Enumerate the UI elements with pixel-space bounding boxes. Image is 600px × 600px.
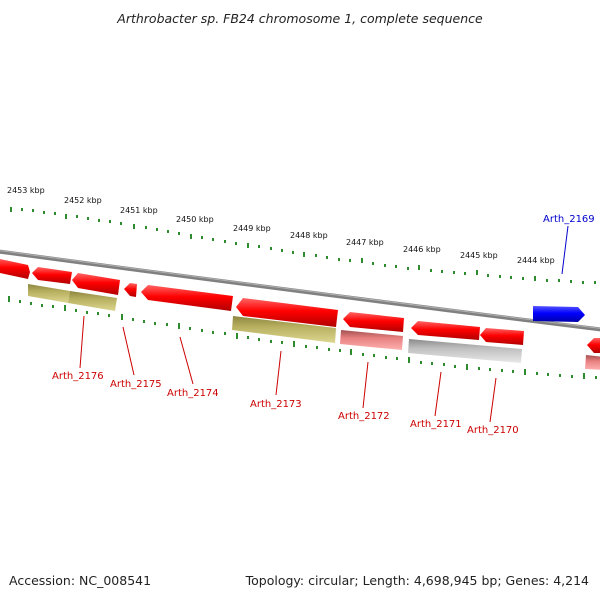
gene-arth-2169[interactable] (533, 306, 585, 322)
scale-label: 2447 kbp (346, 238, 384, 247)
chromosome-backbone (0, 249, 600, 332)
scale-label: 2450 kbp (176, 215, 214, 224)
feature-olive-2176[interactable] (28, 284, 70, 303)
scale-label: 2453 kbp (7, 186, 45, 195)
top-scale-ticks (10, 207, 596, 284)
scale-label: 2451 kbp (120, 206, 158, 215)
gene-labels: Arth_2169 Arth_2176 Arth_2175 Arth_2174 … (52, 214, 595, 436)
gene-label-arth-2170[interactable]: Arth_2170 (467, 425, 519, 436)
gene-arth-2173[interactable] (236, 298, 338, 327)
gene-label-arth-2171[interactable]: Arth_2171 (410, 419, 462, 430)
gene-arth-2170[interactable] (480, 328, 524, 345)
topology-text: Topology: circular; Length: 4,698,945 bp… (245, 573, 589, 588)
scale-label: 2444 kbp (517, 256, 555, 265)
gene-label-arth-2169[interactable]: Arth_2169 (543, 214, 595, 225)
scale-label: 2449 kbp (233, 224, 271, 233)
gene-arth-2176[interactable] (72, 273, 120, 295)
scale-label: 2448 kbp (290, 231, 328, 240)
gene-label-arth-2174[interactable]: Arth_2174 (167, 388, 219, 399)
gene-left-edge[interactable] (0, 258, 30, 279)
feature-grey-2171[interactable] (408, 339, 522, 363)
inner-ring-features (28, 284, 600, 370)
feature-olive-2173[interactable] (232, 316, 336, 343)
feature-pink-2172[interactable] (340, 330, 403, 350)
scale-labels: 2453 kbp 2452 kbp 2451 kbp 2450 kbp 2449… (7, 186, 555, 265)
feature-olive-2176b[interactable] (68, 291, 117, 311)
scale-label: 2452 kbp (64, 196, 102, 205)
gene-arth-2171[interactable] (411, 321, 480, 340)
accession-text: Accession: NC_008541 (9, 573, 151, 588)
gene-arth-2174[interactable] (141, 285, 233, 311)
scale-label: 2445 kbp (460, 251, 498, 260)
leader-lines (79, 225, 569, 423)
gene-label-arth-2175[interactable]: Arth_2175 (110, 379, 162, 390)
gene-arth-2172[interactable] (343, 312, 404, 332)
gene-arth-2177[interactable] (32, 267, 72, 284)
bottom-scale-ticks (8, 296, 597, 379)
map-title: Arthrobacter sp. FB24 chromosome 1, comp… (116, 11, 483, 26)
gene-label-arth-2173[interactable]: Arth_2173 (250, 399, 302, 410)
feature-pink-edge[interactable] (585, 355, 600, 370)
gene-label-arth-2172[interactable]: Arth_2172 (338, 411, 390, 422)
reverse-strand-genes (0, 258, 600, 353)
gene-right-edge[interactable] (587, 338, 600, 353)
scale-label: 2446 kbp (403, 245, 441, 254)
gene-label-arth-2176[interactable]: Arth_2176 (52, 371, 104, 382)
gene-arth-2175[interactable] (124, 283, 137, 297)
